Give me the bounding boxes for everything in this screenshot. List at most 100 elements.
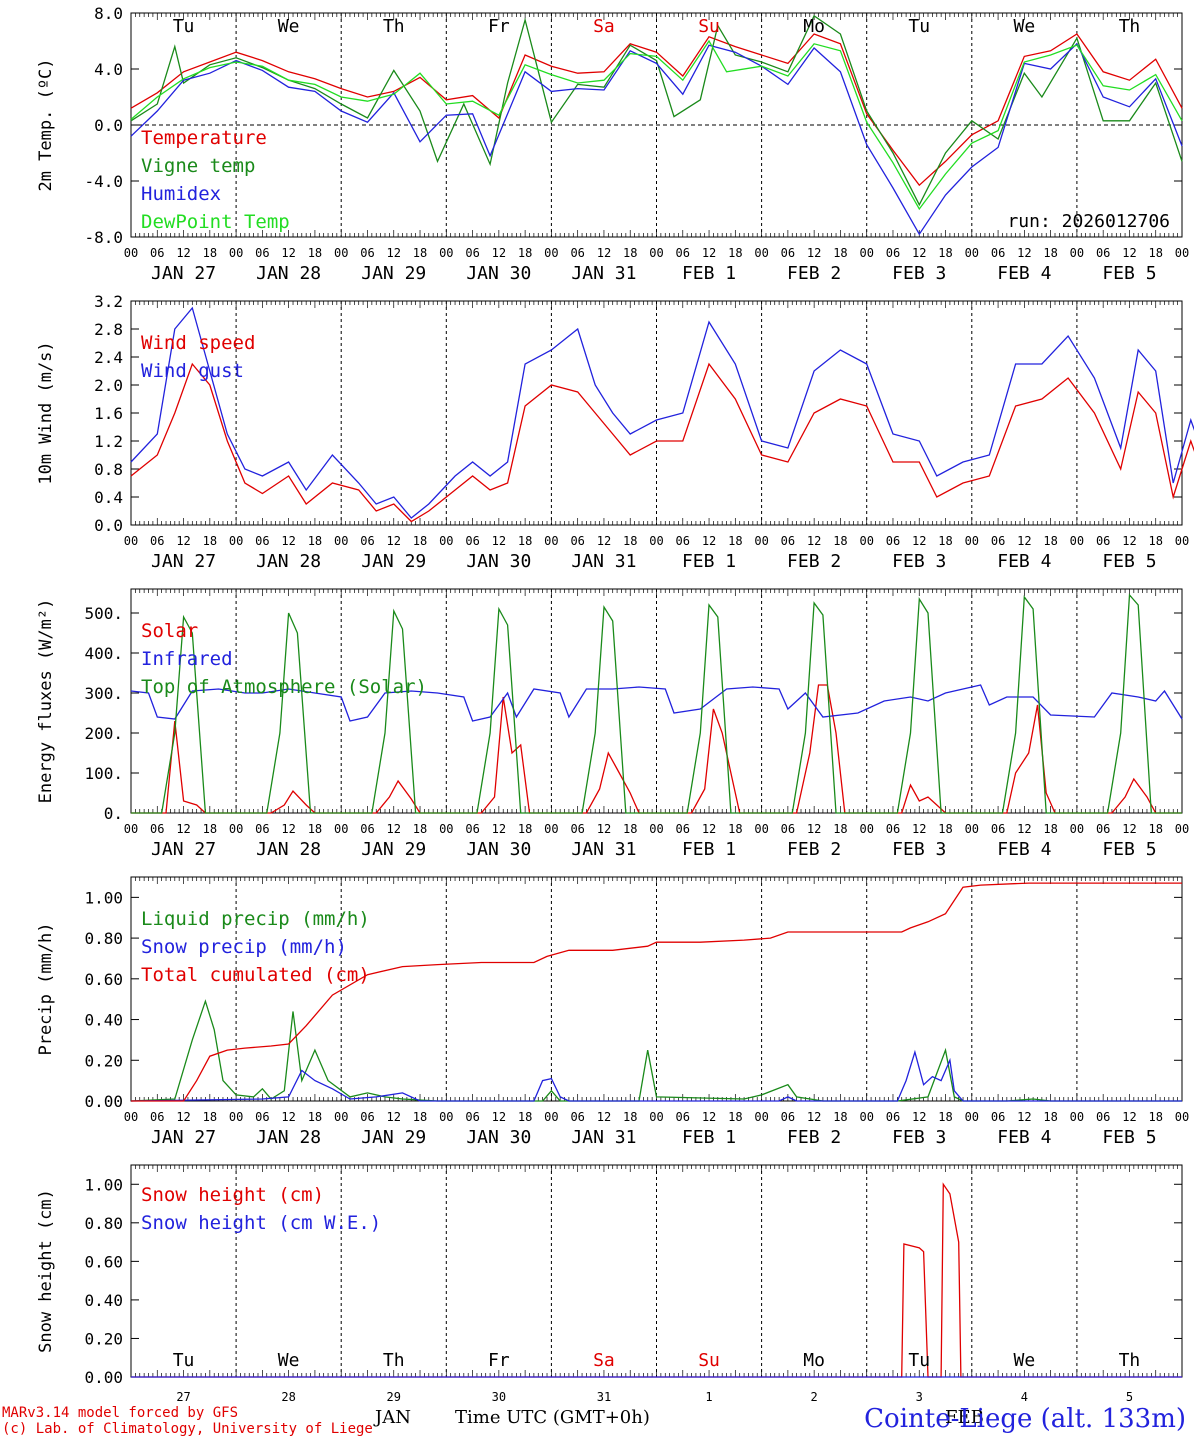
y-axis-label: 10m Wind (m/s) bbox=[36, 341, 56, 484]
hour-tick-label: 00 bbox=[124, 1110, 138, 1124]
hour-tick-label: 18 bbox=[938, 534, 952, 548]
weekday-label: Sa bbox=[593, 16, 615, 37]
hour-tick-label: 18 bbox=[308, 822, 322, 836]
legend-wind-speed: Wind speed bbox=[141, 332, 255, 354]
date-label: FEB 3 bbox=[892, 1127, 946, 1148]
date-label: FEB 2 bbox=[787, 263, 841, 284]
weekday-label: Th bbox=[1119, 1350, 1141, 1371]
date-label: JAN 29 bbox=[361, 839, 426, 860]
hour-tick-label: 12 bbox=[597, 246, 611, 260]
hour-tick-label: 12 bbox=[387, 822, 401, 836]
hour-tick-label: 00 bbox=[439, 1110, 453, 1124]
hour-tick-label: 06 bbox=[676, 1110, 690, 1124]
date-label: JAN 30 bbox=[466, 263, 531, 284]
hour-tick-label: 18 bbox=[623, 1110, 637, 1124]
hour-tick-label: 06 bbox=[781, 534, 795, 548]
y-tick-label: 1.6 bbox=[94, 404, 123, 423]
hour-tick-label: 06 bbox=[781, 1110, 795, 1124]
hour-tick-label: 12 bbox=[597, 822, 611, 836]
weekday-label: Mo bbox=[803, 1350, 825, 1371]
hour-tick-label: 06 bbox=[991, 1110, 1005, 1124]
hour-tick-label: 00 bbox=[229, 822, 243, 836]
y-tick-label: -8.0 bbox=[84, 228, 123, 247]
hour-tick-label: 06 bbox=[886, 1110, 900, 1124]
hour-tick-label: 18 bbox=[413, 534, 427, 548]
hour-tick-label: 12 bbox=[912, 822, 926, 836]
date-label: FEB 4 bbox=[997, 839, 1051, 860]
hour-tick-label: 06 bbox=[1096, 534, 1110, 548]
hour-tick-label: 06 bbox=[991, 534, 1005, 548]
date-label: JAN 28 bbox=[256, 263, 321, 284]
panel-wind bbox=[130, 300, 1194, 526]
hour-tick-label: 18 bbox=[203, 534, 217, 548]
hour-tick-label: 12 bbox=[807, 534, 821, 548]
date-label: JAN 30 bbox=[466, 1127, 531, 1148]
hour-tick-label: 12 bbox=[492, 822, 506, 836]
hour-tick-label: 00 bbox=[1070, 246, 1084, 260]
y-tick-label: 0. bbox=[104, 804, 123, 823]
series-line-wind-gust bbox=[130, 306, 1194, 519]
weekday-label: Sa bbox=[593, 1350, 615, 1371]
series-line-top-of-atmosphere-solar- bbox=[131, 593, 1182, 814]
hour-tick-label: 12 bbox=[702, 1110, 716, 1124]
date-label: JAN 28 bbox=[256, 839, 321, 860]
hour-tick-label: 00 bbox=[439, 534, 453, 548]
legend-top-of-atmosphere-solar-: Top of Atmosphere (Solar) bbox=[141, 676, 427, 698]
hour-tick-label: 18 bbox=[518, 822, 532, 836]
y-tick-label: 0.20 bbox=[84, 1329, 123, 1348]
y-tick-label: 0.0 bbox=[94, 116, 123, 135]
hour-tick-label: 18 bbox=[1043, 246, 1057, 260]
series-line-temperature bbox=[130, 33, 1183, 187]
hour-tick-label: 06 bbox=[570, 534, 584, 548]
y-tick-label: 0.60 bbox=[84, 1252, 123, 1271]
day-number-label: 30 bbox=[492, 1390, 506, 1404]
hour-tick-label: 06 bbox=[360, 534, 374, 548]
y-tick-label: 8.0 bbox=[94, 4, 123, 23]
hour-tick-label: 00 bbox=[965, 822, 979, 836]
hour-tick-label: 06 bbox=[360, 822, 374, 836]
date-label: FEB 1 bbox=[682, 1127, 736, 1148]
hour-tick-label: 00 bbox=[334, 1110, 348, 1124]
hour-tick-label: 12 bbox=[912, 1110, 926, 1124]
legend-liquid-precip-mm-h-: Liquid precip (mm/h) bbox=[141, 908, 370, 930]
hour-tick-label: 00 bbox=[1070, 822, 1084, 836]
hour-tick-label: 00 bbox=[229, 246, 243, 260]
weekday-label: Mo bbox=[803, 16, 825, 37]
y-tick-label: 1.00 bbox=[84, 888, 123, 907]
legend-humidex: Humidex bbox=[141, 183, 221, 205]
hour-tick-label: 06 bbox=[1096, 1110, 1110, 1124]
hour-tick-label: 06 bbox=[781, 822, 795, 836]
hour-tick-label: 06 bbox=[465, 1110, 479, 1124]
date-label: FEB 4 bbox=[997, 1127, 1051, 1148]
hour-tick-label: 06 bbox=[255, 246, 269, 260]
date-label: FEB 4 bbox=[997, 263, 1051, 284]
hour-tick-label: 12 bbox=[702, 246, 716, 260]
hour-tick-label: 18 bbox=[1148, 246, 1162, 260]
hour-tick-label: 12 bbox=[1017, 246, 1031, 260]
hour-tick-label: 18 bbox=[623, 534, 637, 548]
hour-tick-label: 00 bbox=[754, 534, 768, 548]
y-tick-label: 400. bbox=[84, 644, 123, 663]
y-tick-label: 0.80 bbox=[84, 929, 123, 948]
hour-tick-label: 00 bbox=[965, 1110, 979, 1124]
panel-precip bbox=[130, 876, 1183, 1102]
y-axis-label: 2m Temp. (ºC) bbox=[36, 58, 56, 191]
weekday-label: We bbox=[278, 16, 300, 37]
hour-tick-label: 12 bbox=[807, 1110, 821, 1124]
run-annotation: run: 2026012706 bbox=[1007, 211, 1170, 232]
date-label: FEB 5 bbox=[1102, 263, 1156, 284]
hour-tick-label: 00 bbox=[1175, 1110, 1189, 1124]
hour-tick-label: 18 bbox=[938, 822, 952, 836]
hour-tick-label: 06 bbox=[676, 246, 690, 260]
hour-tick-label: 18 bbox=[938, 246, 952, 260]
hour-tick-label: 18 bbox=[728, 822, 742, 836]
series-line-humidex bbox=[130, 42, 1183, 236]
y-tick-label: 0.80 bbox=[84, 1214, 123, 1233]
month-label-feb: FEB bbox=[945, 1407, 984, 1428]
series-line-total-cumulated-cm- bbox=[131, 882, 1182, 1102]
hour-tick-label: 18 bbox=[518, 534, 532, 548]
y-tick-label: 2.0 bbox=[94, 376, 123, 395]
weekday-label: Th bbox=[383, 16, 405, 37]
hour-tick-label: 12 bbox=[597, 534, 611, 548]
hour-tick-label: 00 bbox=[544, 1110, 558, 1124]
